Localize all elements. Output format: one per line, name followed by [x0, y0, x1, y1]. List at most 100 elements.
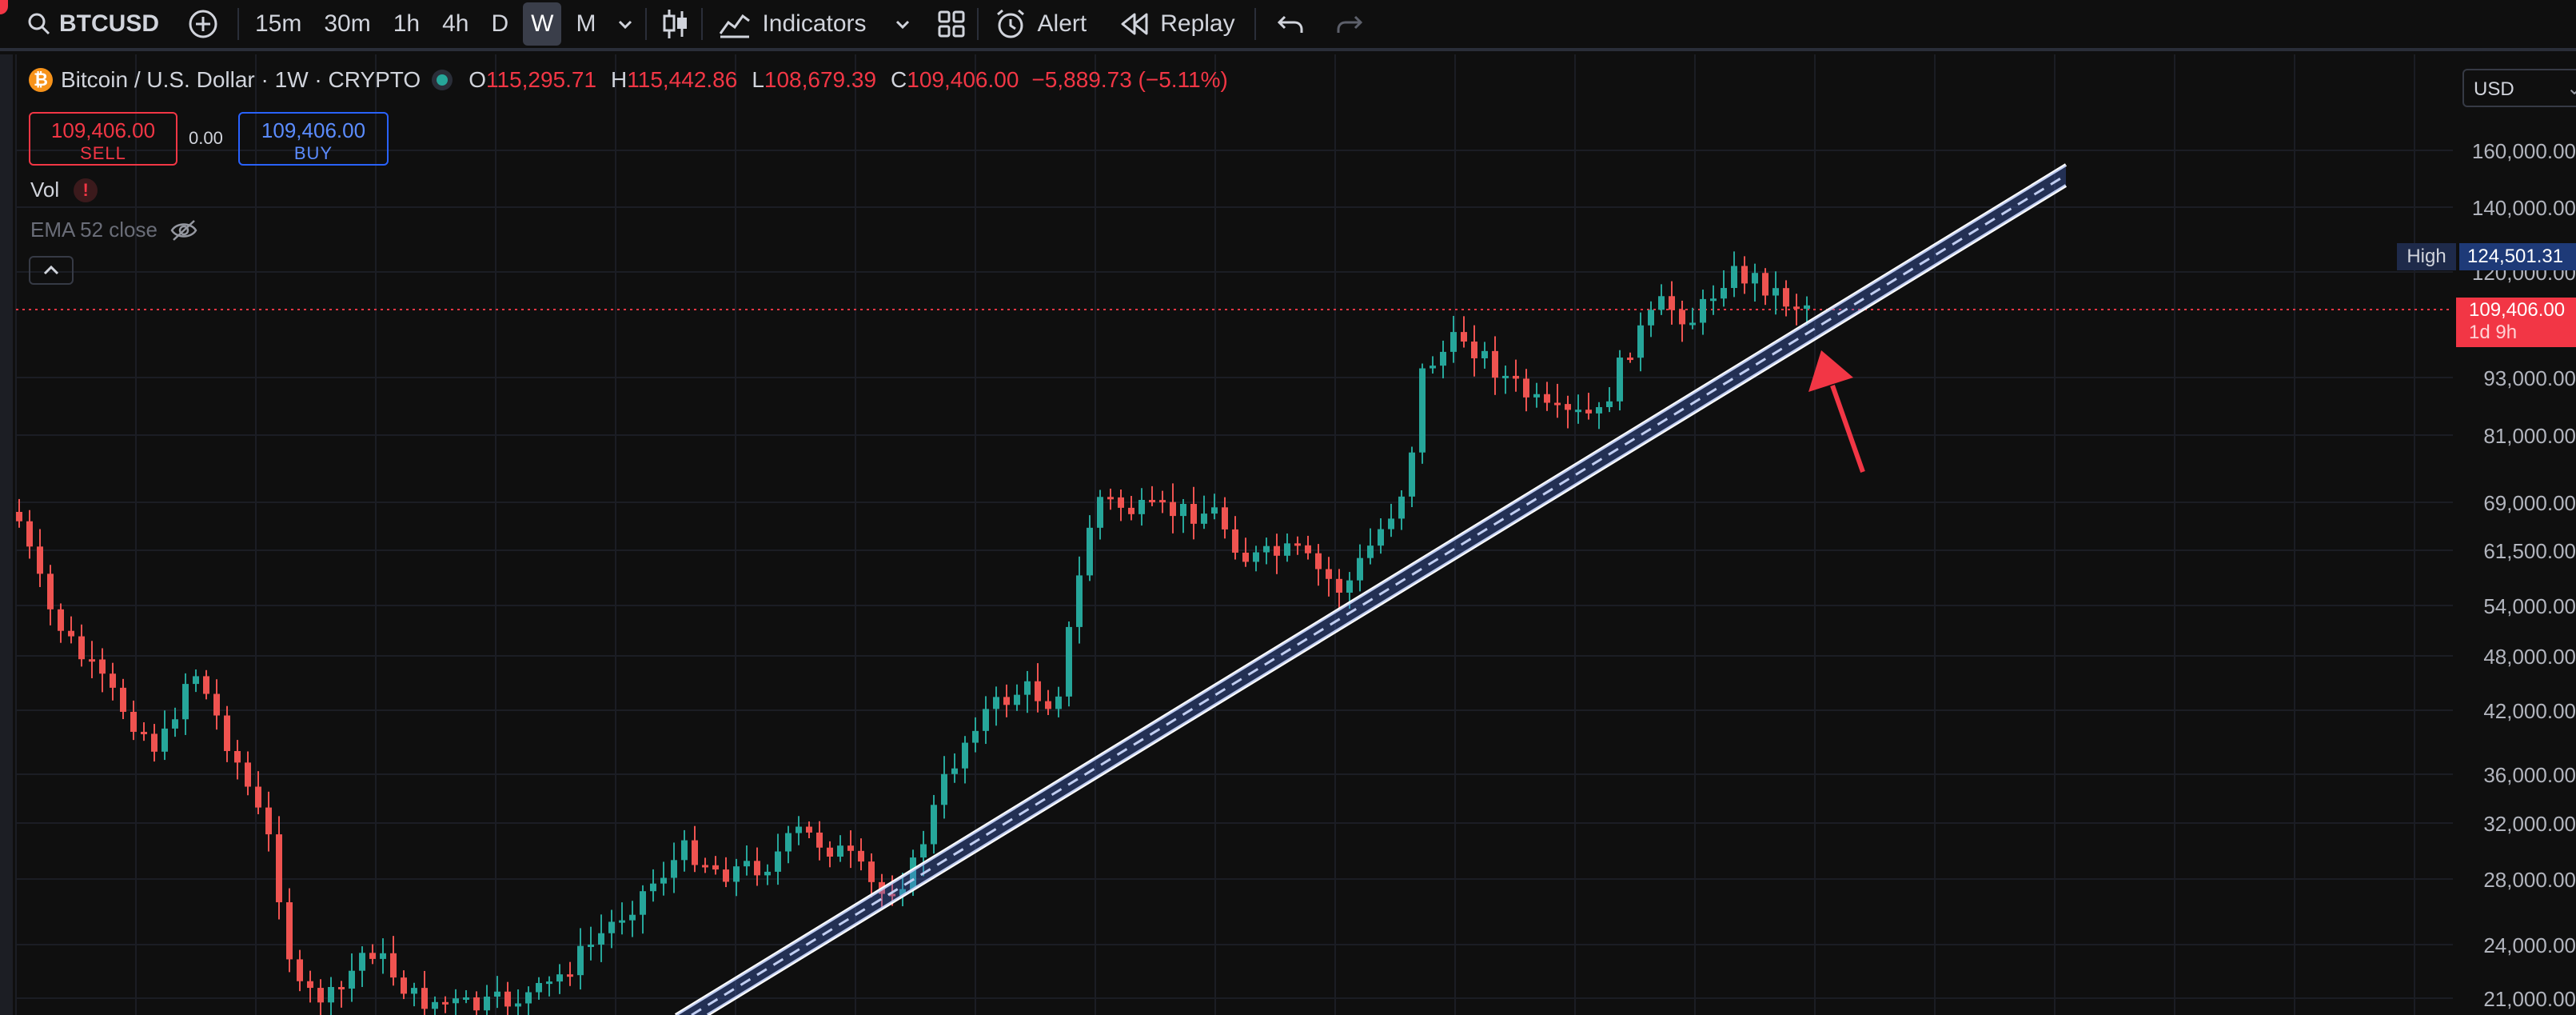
interval-m[interactable]: M	[576, 10, 596, 37]
price-label: 24,000.00	[2483, 933, 2576, 957]
candle-body	[47, 573, 54, 609]
open-value: 115,295.71	[485, 67, 597, 92]
candle-body	[567, 974, 573, 977]
change-value: −5,889.73 (−5.11%)	[1031, 67, 1228, 92]
candle-body	[1700, 298, 1706, 323]
compare-button[interactable]	[188, 0, 218, 50]
trend-line-lower[interactable]	[706, 184, 2068, 1015]
candle-body	[1055, 696, 1062, 709]
candle-body	[692, 840, 698, 865]
high-marker-value: 124,501.31	[2459, 243, 2576, 270]
divider	[1254, 8, 1256, 40]
interval-dropdown[interactable]	[616, 0, 634, 50]
candle-body	[161, 728, 168, 752]
interval-30m[interactable]: 30m	[324, 10, 371, 37]
candle-body	[1793, 306, 1800, 310]
warning-icon[interactable]: !	[74, 178, 98, 202]
candle-body	[68, 630, 74, 637]
candle-body	[671, 860, 677, 878]
candle-body	[1804, 305, 1810, 310]
volume-indicator-row[interactable]: Vol !	[30, 178, 98, 202]
chart-area[interactable]	[0, 54, 2576, 1015]
candle-body	[203, 676, 209, 694]
indicators-dropdown[interactable]	[894, 0, 911, 50]
candle-body	[764, 871, 771, 876]
sell-label: SELL	[80, 143, 126, 163]
indicators-button[interactable]: Indicators	[719, 0, 867, 50]
price-chart[interactable]	[0, 54, 2576, 1015]
candle-body	[1419, 368, 1426, 453]
layout-button[interactable]	[937, 0, 966, 50]
candle-body	[1170, 502, 1176, 517]
candle-body	[1076, 575, 1083, 627]
current-price-badge[interactable]: 109,406.00 1d 9h	[2456, 298, 2576, 347]
price-scale[interactable]: USD ⌄	[2453, 54, 2576, 1015]
eye-hidden-icon[interactable]	[170, 219, 197, 242]
candle-body	[1180, 504, 1186, 517]
bitcoin-logo-icon: ₿	[29, 68, 53, 92]
candle-body	[619, 920, 625, 923]
candle-body	[1326, 569, 1332, 579]
candle-body	[546, 981, 552, 985]
ema-indicator-row[interactable]: EMA 52 close	[30, 218, 197, 242]
candle-body	[941, 773, 947, 805]
trend-line-upper[interactable]	[674, 163, 2068, 1015]
divider	[976, 8, 979, 40]
price-label: 140,000.00	[2471, 196, 2576, 220]
candle-body	[1752, 273, 1758, 284]
redo-button[interactable]	[1336, 0, 1363, 50]
replay-button[interactable]: Replay	[1120, 0, 1235, 50]
candle-body	[1128, 507, 1134, 514]
candle-body	[390, 953, 397, 978]
chevron-down-icon: ⌄	[2566, 78, 2576, 99]
sell-button[interactable]: 109,406.00 SELL	[29, 112, 177, 166]
interval-4h[interactable]: 4h	[442, 10, 469, 37]
candle-body	[193, 676, 199, 685]
candle-body	[1242, 552, 1249, 562]
indicators-icon	[720, 14, 751, 38]
symbol-search[interactable]: BTCUSD	[27, 0, 159, 50]
interval-w[interactable]: W	[523, 0, 562, 50]
candle-body	[899, 889, 906, 896]
interval-15m[interactable]: 15m	[255, 10, 302, 37]
volume-label: Vol	[30, 178, 60, 202]
candle-body	[359, 953, 365, 971]
price-label: 48,000.00	[2483, 645, 2576, 669]
candle-body	[837, 845, 843, 857]
buy-price: 109,406.00	[261, 118, 366, 142]
arrow-head	[1808, 350, 1853, 392]
candle-body	[1336, 578, 1342, 593]
candle-body	[1617, 358, 1623, 402]
market-status-dot[interactable]	[437, 74, 449, 86]
candle-body	[858, 850, 864, 862]
currency-selector[interactable]: USD ⌄	[2462, 69, 2576, 107]
candle-body	[733, 866, 740, 882]
interval-1h[interactable]: 1h	[393, 10, 421, 37]
chevron-down-icon	[619, 20, 632, 30]
candle-body	[910, 857, 916, 889]
chart-type-button[interactable]	[661, 0, 690, 50]
trend-channel[interactable]	[674, 163, 2068, 1015]
candle-body	[1658, 296, 1665, 310]
candle-body	[1492, 350, 1498, 378]
candle-body	[26, 521, 33, 547]
series-title[interactable]: Bitcoin / U.S. Dollar · 1W · CRYPTO	[61, 67, 421, 92]
collapse-legend-button[interactable]	[29, 256, 74, 285]
buy-button[interactable]: 109,406.00 BUY	[238, 112, 389, 166]
candle-body	[151, 733, 158, 752]
candle-body	[629, 914, 636, 921]
candle-body	[993, 697, 999, 709]
undo-button[interactable]	[1277, 0, 1304, 50]
close-label: C	[891, 67, 907, 92]
candle-body	[816, 832, 823, 848]
price-label: 69,000.00	[2483, 491, 2576, 515]
candle-body	[785, 833, 792, 852]
buy-label: BUY	[293, 143, 333, 163]
candle-body	[1430, 366, 1436, 369]
annotation-arrow[interactable]	[1808, 350, 1865, 473]
candle-body	[401, 977, 407, 994]
interval-d[interactable]: D	[491, 10, 509, 37]
candle-body	[1669, 296, 1675, 310]
alert-button[interactable]: Alert	[995, 0, 1087, 50]
candle-body	[931, 805, 937, 845]
